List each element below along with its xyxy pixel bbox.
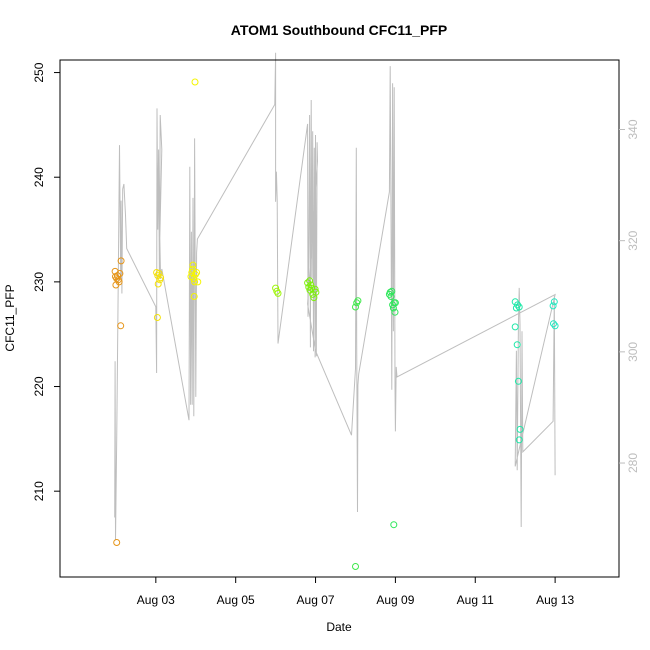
- data-point: [306, 277, 314, 285]
- y-tick-label: 230: [32, 272, 46, 292]
- y2-tick-label: 300: [626, 342, 640, 362]
- data-point: [514, 377, 522, 385]
- data-point: [113, 539, 121, 546]
- data-point: [550, 298, 558, 306]
- y-tick-label: 250: [32, 62, 46, 82]
- plot-frame: [59, 59, 620, 578]
- x-tick-label: Aug 13: [536, 593, 574, 607]
- data-point: [390, 521, 398, 529]
- chart-title: ATOM1 Southbound CFC11_PFP: [231, 22, 448, 38]
- data-point: [511, 323, 519, 331]
- y-tick-label: 220: [32, 376, 46, 396]
- data-point: [516, 425, 524, 433]
- data-point: [191, 78, 199, 86]
- x-tick-label: Aug 11: [457, 593, 494, 607]
- data-point: [154, 280, 162, 288]
- x-tick-label: Aug 09: [376, 593, 414, 607]
- x-axis: Aug 03 Aug 05 Aug 07 Aug 09 Aug 11 Aug 13: [137, 577, 574, 607]
- x-axis-label: Date: [326, 620, 352, 634]
- data-point: [515, 436, 523, 444]
- data-point: [513, 341, 521, 349]
- y2-tick-label: 320: [626, 230, 640, 250]
- data-point: [386, 288, 394, 296]
- y-axis-label: CFC11_PFP: [3, 284, 17, 351]
- data-point: [549, 302, 557, 310]
- data-point: [157, 274, 165, 282]
- data-point: [514, 301, 522, 309]
- data-point: [153, 314, 161, 321]
- data-point: [116, 270, 124, 277]
- x-tick-label: Aug 05: [217, 593, 255, 607]
- y-tick-label: 240: [32, 167, 46, 187]
- data-point: [189, 261, 197, 269]
- x-tick-label: Aug 03: [137, 593, 175, 607]
- y2-axis: 280 300 320 340: [619, 119, 640, 473]
- data-point: [307, 281, 315, 289]
- data-point: [117, 257, 125, 265]
- data-point: [193, 269, 201, 276]
- data-point: [391, 299, 399, 307]
- data-point: [274, 289, 282, 297]
- data-point: [312, 288, 320, 296]
- data-point: [115, 278, 123, 286]
- y2-axis-line-layer: [114, 52, 556, 541]
- data-point: [188, 269, 196, 276]
- data-point: [354, 297, 362, 305]
- data-point: [391, 308, 399, 316]
- data-point: [551, 322, 559, 330]
- series-line: [114, 52, 556, 541]
- data-point: [387, 293, 395, 300]
- data-point: [388, 287, 396, 295]
- data-point: [352, 303, 359, 311]
- y2-tick-label: 340: [626, 119, 640, 139]
- point-layer: [111, 78, 559, 570]
- data-point: [352, 563, 359, 570]
- data-point: [550, 320, 557, 328]
- data-point: [190, 293, 198, 300]
- data-point: [515, 303, 523, 311]
- y-tick-label: 210: [32, 481, 46, 501]
- data-point: [191, 278, 199, 286]
- data-point: [311, 285, 319, 293]
- y-axis: 210 220 230 240 250: [32, 62, 60, 501]
- data-point: [117, 322, 125, 330]
- data-point: [194, 278, 202, 286]
- x-tick-label: Aug 07: [297, 593, 335, 607]
- y2-tick-label: 280: [626, 453, 640, 473]
